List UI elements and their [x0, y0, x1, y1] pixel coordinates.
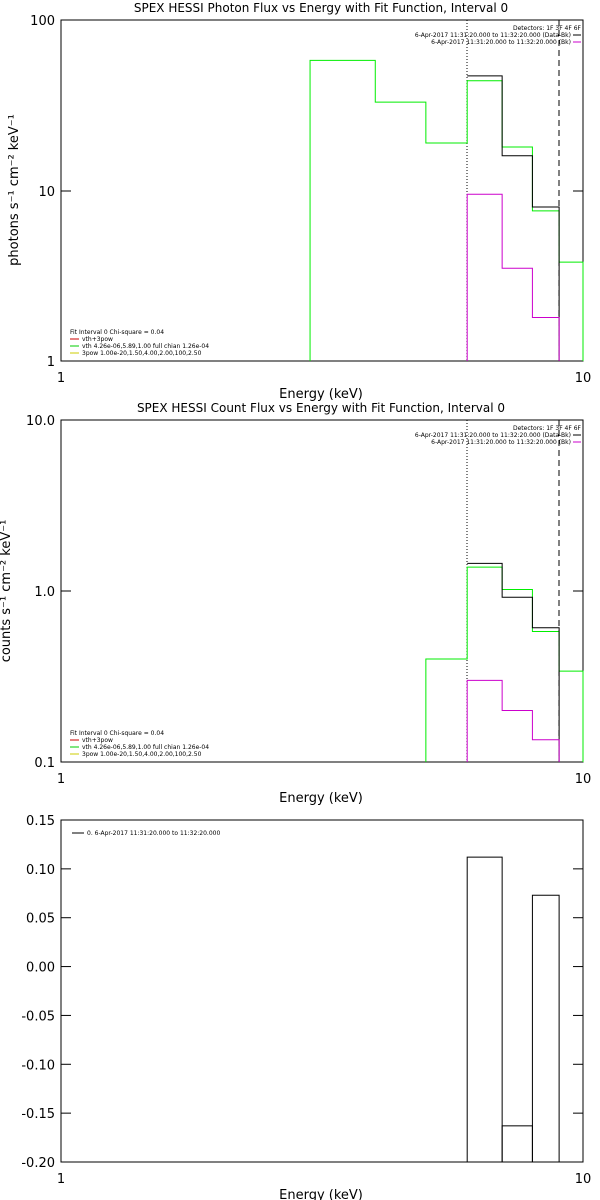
legend: 0. 6-Apr-2017 11:31:20.000 to 11:32:20.0… — [72, 830, 220, 837]
residuals-panel: -0.20 -0.15 -0.10 -0.05 0.00 0.05 0.10 0.15 1 1… — [21, 814, 591, 1200]
detectors-label: Detectors: 1F 3F 4F 6F — [513, 425, 582, 432]
series-line-2 — [466, 679, 560, 762]
y-tick-label: 10 — [38, 185, 55, 200]
fit-legend: Fit Interval 0 Chi-square = 0.04 vth+3po… — [70, 329, 209, 357]
info-box: Detectors: 1F 3F 4F 6F 6-Apr-2017 11:31:… — [415, 25, 582, 46]
x-axis-label: Energy (keV) — [279, 387, 363, 402]
vth-params-label: vth 4.26e-06,5.89,1.00 full chian 1.26e-… — [82, 744, 209, 751]
count-flux-panel: SPEX HESSI Count Flux vs Energy with Fit… — [0, 401, 591, 806]
y-tick-label: -0.05 — [21, 1009, 55, 1024]
tick-marks — [60, 819, 584, 1163]
x-tick-labels: 1 10 — [57, 371, 591, 386]
residual-bar-0 — [466, 856, 503, 1163]
background-interval-label: 6-Apr-2017 11:31:20.000 to 11:32:20.000 … — [431, 439, 571, 446]
pow-params-label: 3pow 1.00e-20,1.50,4.00,2.00,100,2.50 — [82, 751, 202, 758]
y-tick-label: -0.10 — [21, 1058, 55, 1073]
background-interval-label: 6-Apr-2017 11:31:20.000 to 11:32:20.000 … — [431, 39, 571, 46]
y-tick-label: 1.0 — [34, 585, 55, 600]
residual-bars — [466, 856, 560, 1163]
series-line-1 — [467, 562, 560, 762]
y-tick-label: 0.15 — [26, 814, 55, 829]
chart-title: SPEX HESSI Count Flux vs Energy with Fit… — [137, 401, 505, 415]
x-tick-label: 1 — [57, 772, 65, 787]
plot-frame — [60, 819, 584, 1163]
vertical-markers — [466, 20, 560, 361]
y-tick-label: 0.10 — [26, 863, 55, 878]
vth-params-label: vth 4.26e-06,5.89,1.00 full chian 1.26e-… — [82, 343, 209, 350]
y-axis-label: photons s⁻¹ cm⁻² keV⁻¹ — [7, 114, 22, 266]
x-tick-label: 1 — [57, 1172, 65, 1187]
residual-bar-1 — [501, 1125, 533, 1163]
data-interval-label: 6-Apr-2017 11:31:20.000 to 11:32:20.000 … — [415, 432, 571, 439]
x-tick-label: 1 — [57, 371, 65, 386]
y-tick-labels: 10.0 1.0 0.1 — [26, 414, 55, 771]
y-tick-labels: -0.20 -0.15 -0.10 -0.05 0.00 0.05 0.10 0.15 — [21, 814, 55, 1171]
photon-flux-panel: SPEX HESSI Photon Flux vs Energy with Fi… — [7, 1, 591, 402]
series-group — [425, 562, 584, 762]
y-tick-label: 1 — [47, 355, 55, 370]
pow-params-label: 3pow 1.00e-20,1.50,4.00,2.00,100,2.50 — [82, 350, 202, 357]
y-tick-label: 0.1 — [34, 756, 55, 771]
x-axis-label: Energy (keV) — [279, 791, 363, 806]
info-box: Detectors: 1F 3F 4F 6F 6-Apr-2017 11:31:… — [415, 425, 582, 446]
y-tick-labels: 100 10 1 — [30, 14, 55, 370]
fit-info-label: Fit Interval 0 Chi-square = 0.04 — [70, 730, 164, 737]
x-tick-labels: 1 10 — [57, 772, 591, 787]
y-tick-label: -0.20 — [21, 1156, 55, 1171]
x-tick-labels: 1 10 — [57, 1172, 591, 1187]
y-tick-label: 0.05 — [26, 912, 55, 927]
series-group — [309, 59, 584, 361]
y-tick-label: -0.15 — [21, 1107, 55, 1122]
y-tick-label: 0.00 — [26, 961, 55, 976]
tick-marks — [60, 19, 584, 362]
chart-title: SPEX HESSI Photon Flux vs Energy with Fi… — [134, 1, 508, 15]
x-tick-label: 10 — [575, 1172, 592, 1187]
series-line-0 — [309, 59, 584, 361]
fit-function-label: vth+3pow — [82, 336, 113, 343]
residual-bar-2 — [531, 894, 560, 1163]
fit-function-label: vth+3pow — [82, 737, 113, 744]
y-tick-label: 100 — [30, 14, 55, 29]
series-line-2 — [466, 193, 560, 361]
data-interval-label: 6-Apr-2017 11:31:20.000 to 11:32:20.000 … — [415, 32, 571, 39]
series-line-0 — [425, 566, 584, 762]
fit-legend: Fit Interval 0 Chi-square = 0.04 vth+3po… — [70, 730, 209, 758]
legend-label: 0. 6-Apr-2017 11:31:20.000 to 11:32:20.0… — [87, 830, 220, 837]
x-tick-label: 10 — [575, 371, 592, 386]
series-line-1 — [467, 75, 560, 361]
x-axis-label: Energy (keV) — [279, 1188, 363, 1200]
detectors-label: Detectors: 1F 3F 4F 6F — [513, 25, 582, 32]
fit-info-label: Fit Interval 0 Chi-square = 0.04 — [70, 329, 164, 336]
y-tick-label: 10.0 — [26, 414, 55, 429]
plot-frame — [60, 19, 584, 362]
y-axis-label: counts s⁻¹ cm⁻² keV⁻¹ — [0, 520, 14, 663]
x-tick-label: 10 — [575, 772, 592, 787]
